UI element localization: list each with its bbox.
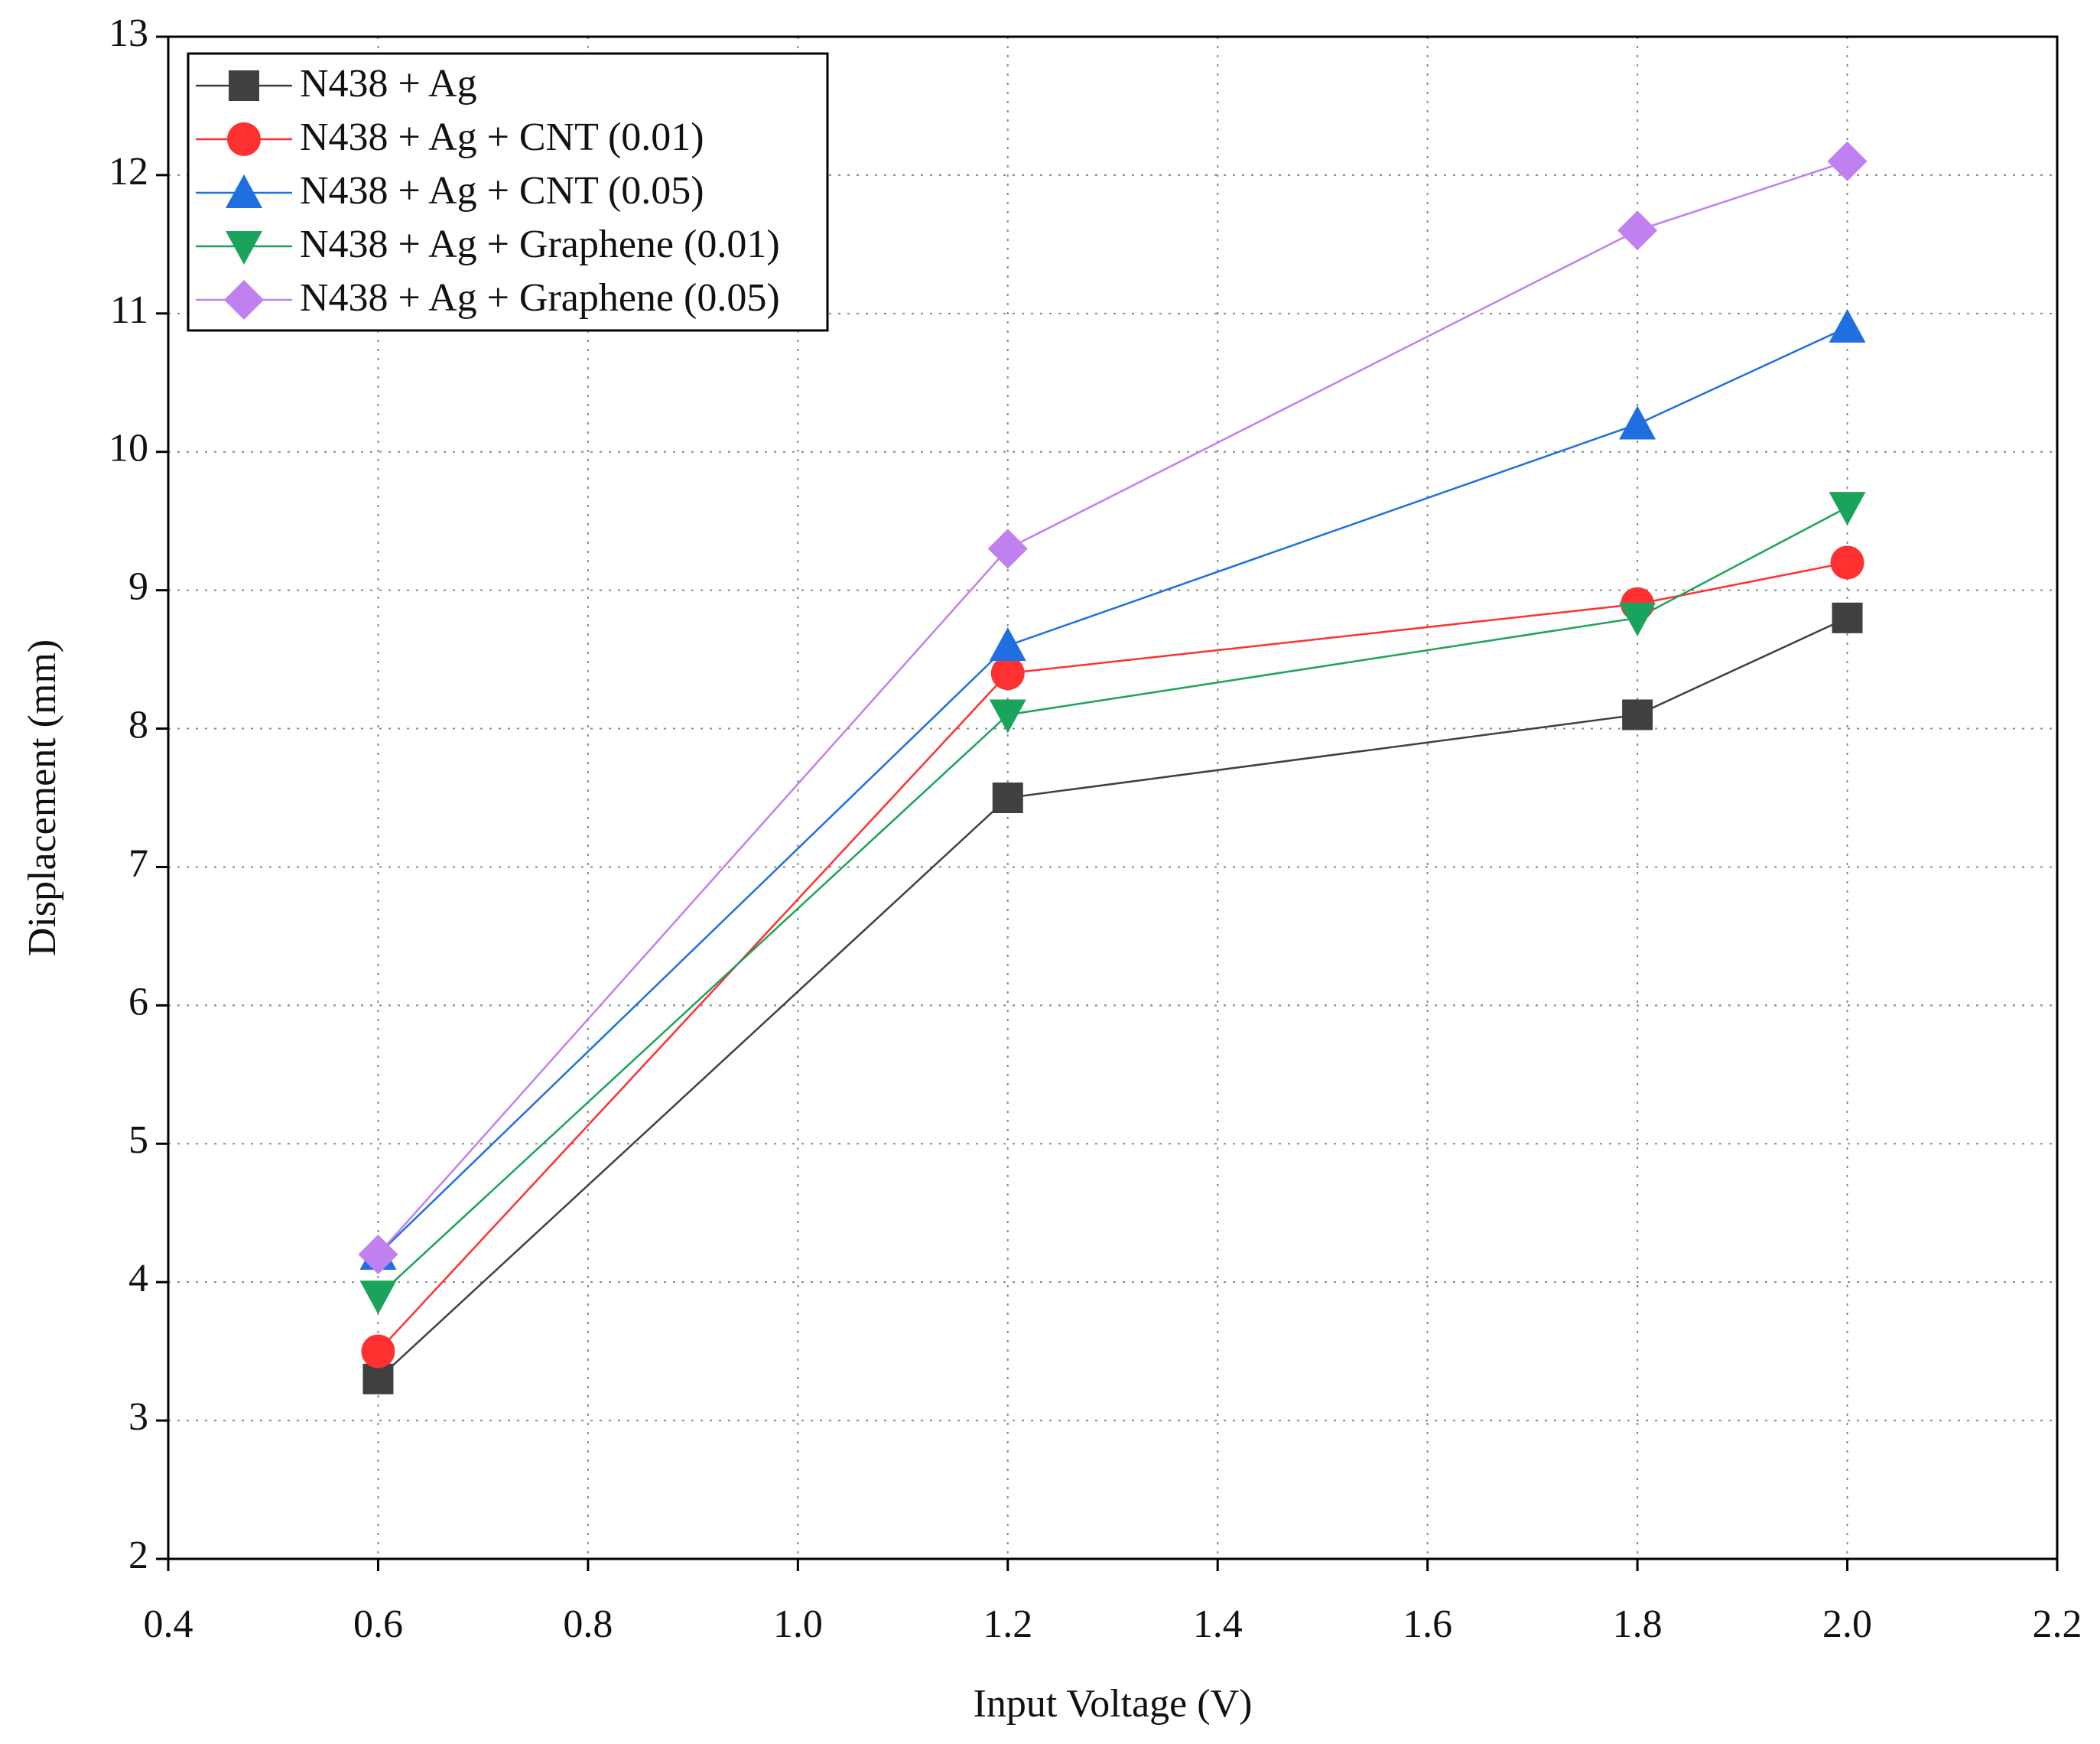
marker <box>1622 699 1653 730</box>
series-line <box>377 506 1848 1297</box>
marker <box>226 231 262 265</box>
marker <box>1619 602 1656 636</box>
y-tick-label: 3 <box>128 1395 148 1439</box>
marker <box>229 70 259 101</box>
legend-box <box>187 52 829 332</box>
marker <box>226 174 262 208</box>
y-tick-label: 13 <box>109 11 148 55</box>
x-tick-label: 0.6 <box>353 1602 403 1646</box>
marker <box>1832 602 1863 633</box>
marker <box>1829 308 1866 343</box>
legend-label: N438 + Ag <box>300 62 477 106</box>
y-tick-label: 10 <box>109 427 148 470</box>
series-line <box>377 617 1848 1380</box>
marker <box>990 656 1025 691</box>
plot-frame <box>167 35 2059 1560</box>
x-tick-label: 1.6 <box>1403 1602 1452 1646</box>
y-tick-label: 6 <box>128 980 148 1023</box>
y-tick-label: 12 <box>109 150 148 194</box>
legend-label: N438 + Ag + CNT (0.05) <box>300 169 704 213</box>
marker <box>1830 545 1864 580</box>
legend-label: N438 + Ag + Graphene (0.01) <box>300 223 780 266</box>
x-tick-label: 1.2 <box>983 1602 1032 1646</box>
marker <box>1827 141 1868 181</box>
marker <box>227 122 261 156</box>
marker <box>987 529 1028 569</box>
marker <box>989 627 1026 661</box>
y-tick-label: 5 <box>128 1118 148 1162</box>
marker <box>989 699 1026 734</box>
marker <box>362 1363 394 1394</box>
marker <box>224 280 264 320</box>
marker <box>992 783 1023 813</box>
x-tick-label: 0.4 <box>144 1602 193 1646</box>
x-tick-label: 2.0 <box>1822 1602 1872 1646</box>
marker <box>358 1235 398 1274</box>
marker <box>1619 405 1656 440</box>
y-axis-label: Displacement (mm) <box>21 639 64 956</box>
y-tick-label: 7 <box>128 841 148 885</box>
x-tick-label: 0.8 <box>563 1602 613 1646</box>
x-tick-label: 1.4 <box>1193 1602 1243 1646</box>
marker <box>361 1334 395 1368</box>
legend-label: N438 + Ag + CNT (0.01) <box>300 116 704 159</box>
y-tick-label: 9 <box>128 565 148 609</box>
marker <box>1829 492 1866 526</box>
y-tick-label: 11 <box>110 288 148 332</box>
x-axis-label: Input Voltage (V) <box>974 1682 1253 1726</box>
y-tick-label: 2 <box>128 1534 148 1577</box>
series-line <box>377 561 1848 1352</box>
x-tick-label: 1.8 <box>1613 1602 1663 1646</box>
y-tick-label: 8 <box>128 703 148 747</box>
y-tick-label: 4 <box>128 1257 148 1300</box>
marker <box>1617 210 1658 251</box>
series-line <box>377 160 1848 1255</box>
x-tick-label: 1.0 <box>773 1602 823 1646</box>
x-tick-label: 2.2 <box>2033 1602 2082 1646</box>
legend-label: N438 + Ag + Graphene (0.05) <box>300 276 780 320</box>
series-line <box>377 326 1848 1255</box>
marker <box>359 1280 397 1315</box>
